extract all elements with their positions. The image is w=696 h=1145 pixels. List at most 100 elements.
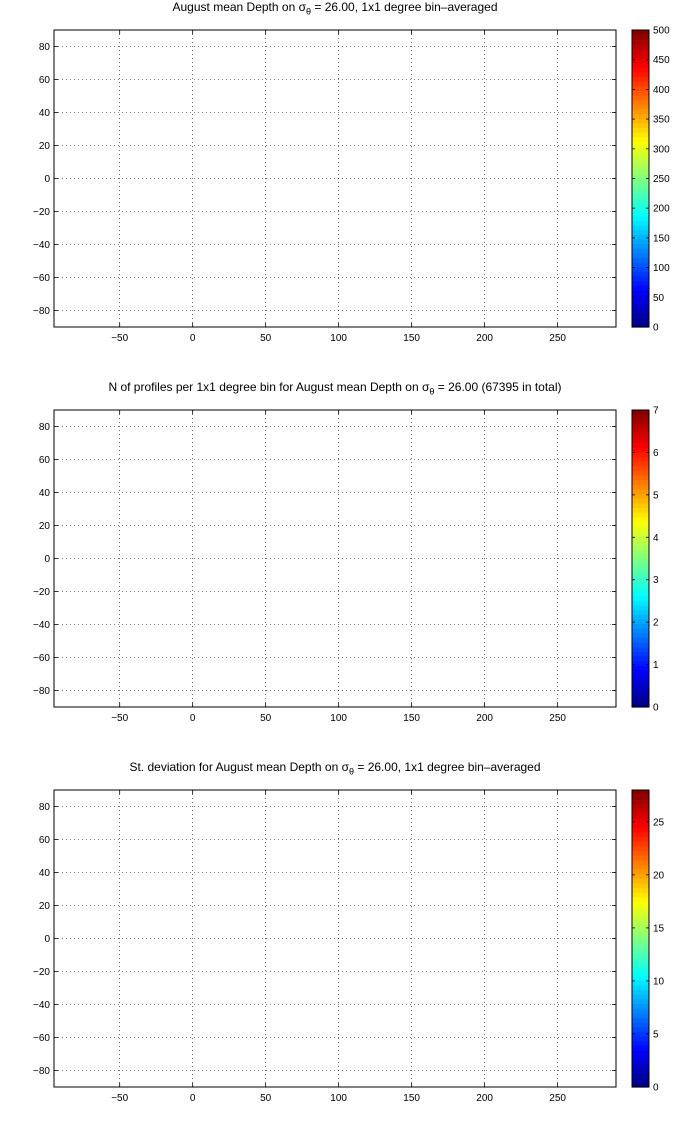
x-tick-label: 200 xyxy=(476,333,493,344)
colorbar-segment xyxy=(632,651,649,657)
y-tick-label: −80 xyxy=(33,686,50,697)
colorbar-tick-label: 350 xyxy=(653,115,670,126)
colorbar-segment xyxy=(632,609,649,615)
colorbar-segment xyxy=(632,238,649,245)
colorbar-segment xyxy=(632,822,649,828)
x-tick-label: 150 xyxy=(403,713,420,724)
y-tick-label: 80 xyxy=(39,802,51,813)
colorbar-segment xyxy=(632,313,649,319)
y-tick-label: 40 xyxy=(39,488,51,499)
colorbar-segment xyxy=(632,660,649,666)
colorbar-tick-label: 400 xyxy=(653,85,670,96)
colorbar-segment xyxy=(632,1012,649,1018)
colorbar-segment xyxy=(632,76,649,82)
colorbar-tick-label: 20 xyxy=(653,870,665,881)
colorbar-segment xyxy=(632,30,649,36)
colorbar-segment xyxy=(632,943,649,949)
colorbar-segment xyxy=(632,864,649,870)
y-tick-label: 60 xyxy=(39,835,51,846)
colorbar-segment xyxy=(632,794,649,800)
colorbar-tick-label: 0 xyxy=(653,703,659,714)
x-tick-label: 200 xyxy=(476,1093,493,1104)
colorbar-segment xyxy=(632,859,649,865)
colorbar-segment xyxy=(632,516,649,522)
colorbar-segment xyxy=(632,929,649,935)
colorbar-segment xyxy=(632,526,649,532)
colorbar-segment xyxy=(632,841,649,847)
colorbar-segment xyxy=(632,1068,649,1074)
colorbar-segment xyxy=(632,127,649,133)
colorbar-segment xyxy=(632,257,649,263)
x-tick-label: 50 xyxy=(260,1093,272,1104)
colorbar-segment xyxy=(632,502,649,509)
colorbar-segment xyxy=(632,808,649,814)
colorbar-segment xyxy=(632,308,649,314)
colorbar-segment xyxy=(632,910,649,916)
colorbar-segment xyxy=(632,62,649,68)
colorbar-segment xyxy=(632,1049,649,1056)
panel-stddev: St. deviation for August mean Depth on σ… xyxy=(0,760,696,1140)
colorbar-tick-label: 200 xyxy=(653,204,670,215)
colorbar-tick-label: 25 xyxy=(653,817,665,828)
colorbar-segment xyxy=(632,850,649,856)
colorbar-segment xyxy=(632,966,649,972)
colorbar-segment xyxy=(632,655,649,662)
colorbar-segment xyxy=(632,892,649,898)
colorbar-segment xyxy=(632,975,649,981)
y-tick-label: 40 xyxy=(39,108,51,119)
colorbar-segment xyxy=(632,845,649,851)
colorbar-segment xyxy=(632,669,649,676)
y-tick-label: 60 xyxy=(39,75,51,86)
colorbar-tick-label: 1 xyxy=(653,660,659,671)
colorbar-segment xyxy=(632,234,649,240)
colorbar-segment xyxy=(632,289,649,296)
colorbar-segment xyxy=(632,595,649,601)
colorbar-segment xyxy=(632,1077,649,1083)
count-map-plot: −50 0 50 100 150 200 250806040200−20−40−60−800… xyxy=(33,406,659,725)
colorbar-segment xyxy=(632,294,649,300)
colorbar-segment xyxy=(632,674,649,680)
y-tick-label: 40 xyxy=(39,868,51,879)
colorbar-segment xyxy=(632,896,649,902)
colorbar-segment xyxy=(632,141,649,147)
colorbar-segment xyxy=(632,572,649,578)
colorbar-segment xyxy=(632,549,649,555)
y-tick-label: −40 xyxy=(33,620,50,631)
colorbar-segment xyxy=(632,924,649,930)
colorbar-segment xyxy=(632,414,649,420)
colorbar-segment xyxy=(632,563,649,569)
colorbar-segment xyxy=(632,81,649,87)
y-tick-label: −60 xyxy=(33,1033,50,1044)
colorbar-segment xyxy=(632,558,649,564)
colorbar-segment xyxy=(632,803,649,810)
colorbar-segment xyxy=(632,299,649,305)
colorbar-segment xyxy=(632,957,649,963)
colorbar-segment xyxy=(632,99,649,105)
colorbar-segment xyxy=(632,461,649,467)
colorbar-segment xyxy=(632,146,649,152)
colorbar-segment xyxy=(632,906,649,912)
colorbar-segment xyxy=(632,623,649,629)
colorbar-segment xyxy=(632,206,649,212)
colorbar-tick-label: 100 xyxy=(653,263,670,274)
colorbar-segment xyxy=(632,600,649,606)
colorbar-segment xyxy=(632,970,649,977)
colorbar-segment xyxy=(632,1035,649,1042)
colorbar-segment xyxy=(632,887,649,893)
colorbar-segment xyxy=(632,553,649,560)
y-tick-label: 80 xyxy=(39,422,51,433)
colorbar-segment xyxy=(632,178,649,184)
y-tick-label: −40 xyxy=(33,1000,50,1011)
x-tick-label: −50 xyxy=(111,333,128,344)
colorbar-segment xyxy=(632,544,649,550)
colorbar-frame xyxy=(631,409,650,708)
colorbar-segment xyxy=(632,683,649,690)
colorbar-segment xyxy=(632,132,649,138)
colorbar-segment xyxy=(632,229,649,235)
colorbar-segment xyxy=(632,428,649,434)
colorbar-segment xyxy=(632,456,649,462)
y-tick-label: 0 xyxy=(44,174,50,185)
colorbar-segment xyxy=(632,113,649,119)
colorbar-segment xyxy=(632,790,649,796)
colorbar-segment xyxy=(632,465,649,471)
